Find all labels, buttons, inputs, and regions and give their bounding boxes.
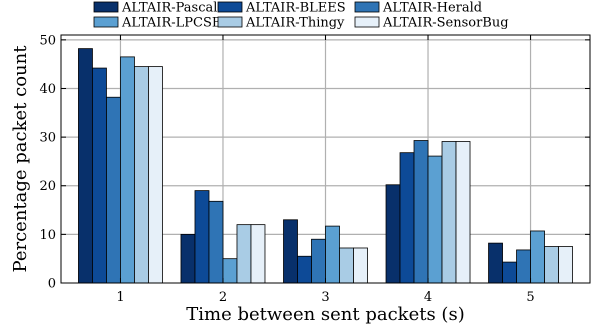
y-axis-ticks: 0 10 20 30 40 50	[39, 33, 590, 292]
bar-altair-herald-3	[311, 238, 326, 284]
legend-swatch	[354, 1, 380, 13]
legend-swatch	[93, 16, 119, 28]
bar-altair-lpcsb-1	[120, 56, 135, 284]
legend-label: ALTAIR-Thingy	[245, 16, 345, 31]
y-axis-label: Percentage packet count	[10, 45, 31, 273]
y-tick-label: 10	[39, 228, 56, 243]
legend-swatch	[217, 16, 243, 28]
bar-altair-thingy-1	[134, 66, 149, 284]
y-tick-label: 30	[39, 131, 56, 146]
legend-label: ALTAIR-LPCSB	[121, 16, 221, 31]
bar-altair-herald-1	[106, 96, 121, 284]
y-tick-label: 40	[39, 82, 56, 97]
bar-altair-sensorbug-2	[250, 224, 266, 284]
bar-altair-thingy-3	[339, 247, 354, 284]
bar-altair-lpcsb-3	[325, 225, 340, 284]
legend-label: ALTAIR-Herald	[382, 1, 482, 16]
bar-altair-sensorbug-1	[148, 66, 163, 284]
legend-label: ALTAIR-Pascal	[121, 1, 217, 16]
bar-altair-herald-2	[208, 200, 224, 284]
bar-altair-pascal-4	[385, 184, 401, 284]
bar-altair-sensorbug-3	[353, 247, 368, 284]
bar-altair-thingy-4	[441, 141, 457, 284]
bar-altair-blees-5	[502, 261, 517, 284]
y-tick-label: 0	[48, 277, 56, 292]
bar-altair-lpcsb-4	[427, 155, 443, 284]
bars	[78, 48, 573, 284]
bar-altair-thingy-2	[236, 224, 252, 284]
x-axis-label: Time between sent packets (s)	[186, 304, 464, 325]
x-tick-label: 2	[219, 290, 227, 305]
legend: ALTAIR-Pascal ALTAIR-BLEES ALTAIR-HeraldAL…	[93, 1, 509, 31]
bar-altair-herald-5	[516, 249, 531, 284]
legend-swatch	[217, 1, 243, 13]
bar-altair-pascal-5	[488, 242, 503, 284]
bar-altair-blees-3	[297, 255, 312, 284]
bar-altair-blees-4	[399, 152, 415, 284]
bar-altair-lpcsb-5	[530, 230, 545, 284]
bar-altair-blees-1	[92, 67, 107, 284]
y-tick-label: 50	[39, 33, 56, 48]
legend-swatch	[354, 16, 380, 28]
bar-altair-pascal-1	[78, 48, 93, 284]
x-tick-label: 1	[116, 290, 124, 305]
legend-label: ALTAIR-SensorBug	[382, 16, 509, 31]
bar-altair-pascal-3	[283, 219, 298, 284]
x-tick-label: 3	[321, 290, 329, 305]
bar-altair-sensorbug-5	[558, 246, 573, 284]
y-tick-label: 20	[39, 179, 56, 194]
x-axis-ticks: 1 2 3 4 5	[116, 35, 535, 305]
x-tick-label: 4	[424, 290, 432, 305]
bar-altair-pascal-2	[180, 233, 196, 284]
bar-altair-sensorbug-4	[455, 141, 471, 284]
bar-altair-herald-4	[413, 140, 429, 284]
bar-altair-thingy-5	[544, 246, 559, 284]
x-tick-label: 5	[526, 290, 534, 305]
bar-altair-lpcsb-2	[222, 258, 238, 284]
legend-swatch	[93, 1, 119, 13]
legend-label: ALTAIR-BLEES	[245, 1, 346, 16]
bar-altair-blees-2	[194, 190, 210, 284]
